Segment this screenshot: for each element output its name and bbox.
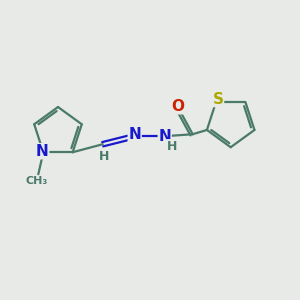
Text: S: S xyxy=(212,92,224,106)
Text: N: N xyxy=(36,144,49,159)
Text: N: N xyxy=(158,129,171,144)
Text: N: N xyxy=(128,127,141,142)
Text: O: O xyxy=(171,99,184,114)
Text: H: H xyxy=(167,140,177,153)
Text: CH₃: CH₃ xyxy=(25,176,47,186)
Text: H: H xyxy=(98,150,109,163)
